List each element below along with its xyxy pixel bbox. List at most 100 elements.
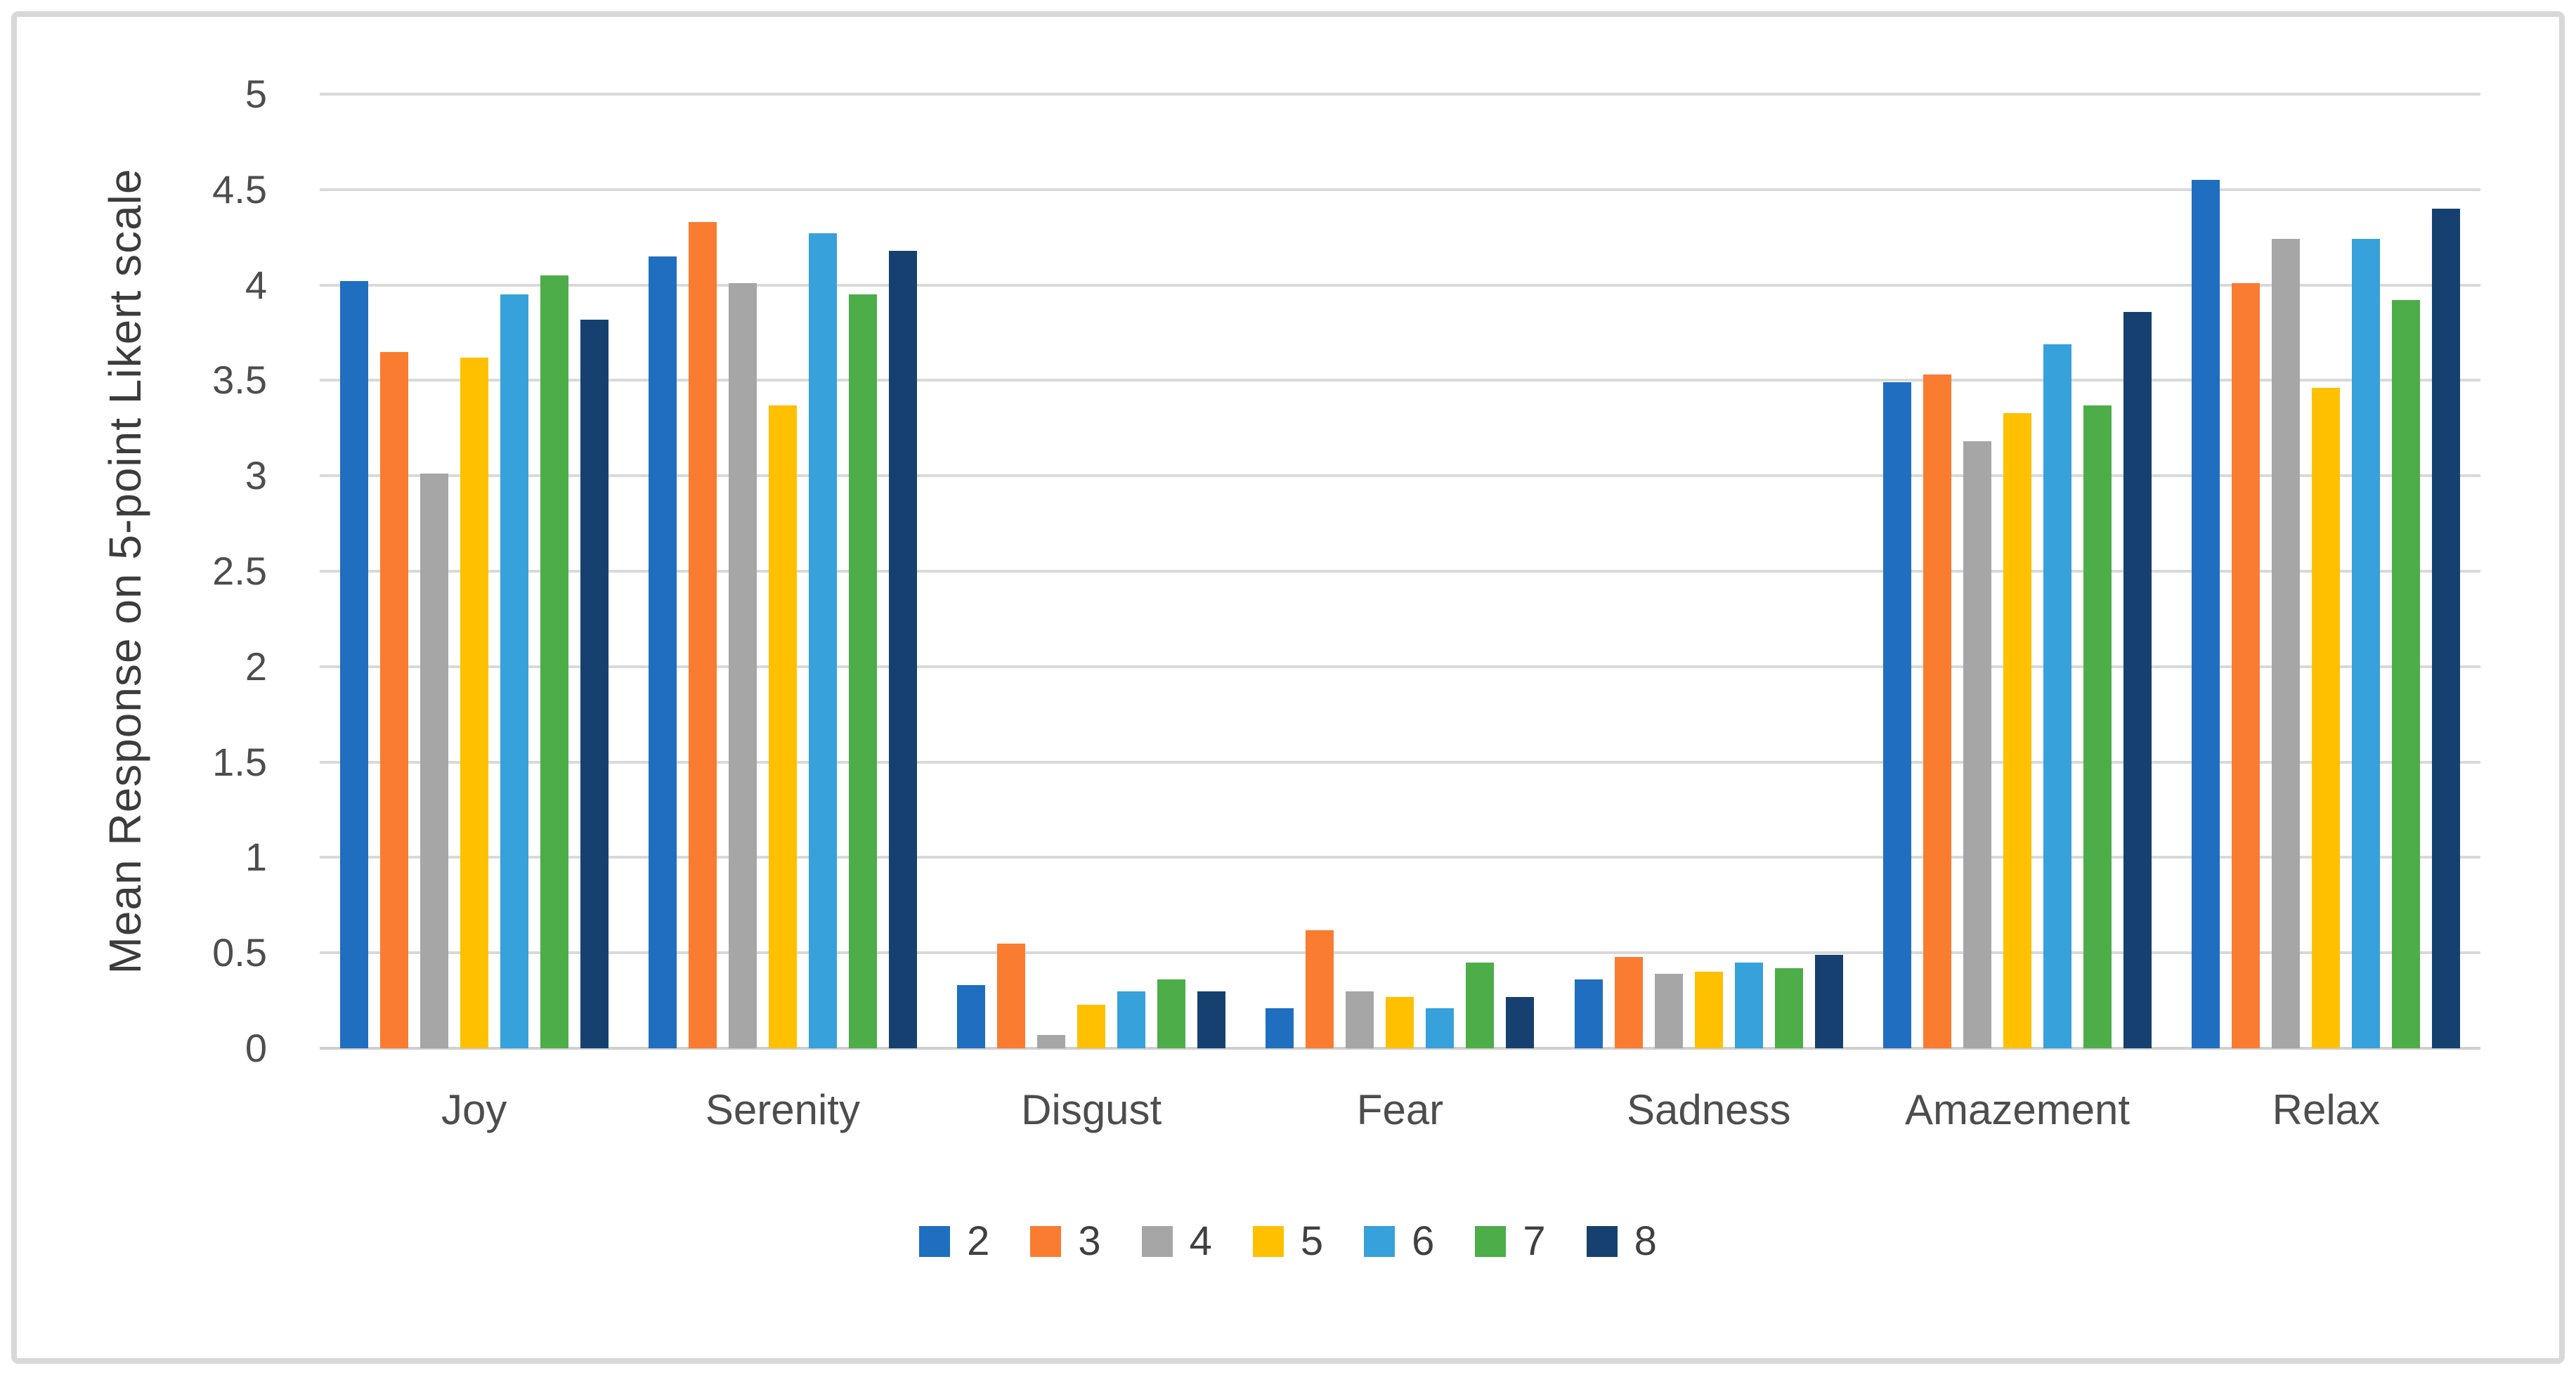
x-axis-label-amazement: Amazement [1904, 1086, 2131, 1133]
bar-serenity-series-8 [888, 250, 917, 1048]
x-axis-label-disgust: Disgust [1021, 1086, 1162, 1133]
bar-group-relax [2172, 94, 2480, 1048]
bar-joy-series-4 [419, 474, 448, 1048]
legend: 2 3 4 5 6 7 8 [0, 1221, 2576, 1262]
bar-fear-series-2 [1266, 1008, 1294, 1048]
bar-serenity-series-2 [648, 256, 677, 1048]
bar-serenity-series-7 [848, 294, 877, 1048]
bar-amazement-series-2 [1883, 382, 1912, 1048]
bar-relax-series-7 [2392, 300, 2421, 1048]
bar-sadness-series-2 [1574, 979, 1603, 1048]
bar-fear-series-6 [1426, 1008, 1455, 1048]
legend-entry-4: 4 [1141, 1218, 1212, 1264]
bar-joy-series-6 [500, 294, 528, 1048]
y-axis-ticks: 0 0.5 1 1.5 2 2.5 3 3.5 4 4.5 5 [0, 74, 299, 1068]
y-tick-label-1: 1 [245, 835, 267, 880]
bar-serenity-series-5 [768, 405, 797, 1048]
bar-group-joy [320, 94, 628, 1048]
bar-disgust-series-2 [957, 985, 986, 1048]
bar-joy-series-5 [460, 357, 488, 1048]
y-tick-label-5: 5 [245, 72, 267, 116]
y-tick-label-1.5: 1.5 [212, 739, 267, 784]
legend-label-4: 4 [1189, 1218, 1212, 1264]
bar-relax-series-2 [2192, 180, 2220, 1048]
bar-disgust-series-6 [1117, 991, 1146, 1048]
x-axis-label-fear: Fear [1356, 1086, 1444, 1133]
y-tick-label-2.5: 2.5 [212, 549, 267, 593]
legend-entry-7: 7 [1475, 1218, 1546, 1264]
bar-sadness-series-7 [1774, 967, 1803, 1048]
bar-group-serenity [628, 94, 937, 1048]
legend-label-7: 7 [1523, 1218, 1546, 1264]
bar-disgust-series-7 [1157, 979, 1186, 1048]
bar-fear-series-3 [1306, 930, 1334, 1048]
gridline-4.5 [320, 188, 2480, 191]
bar-amazement-series-8 [2123, 311, 2152, 1048]
y-tick-label-0.5: 0.5 [212, 930, 267, 975]
bar-relax-series-6 [2352, 239, 2381, 1048]
legend-swatch-icon-6 [1364, 1226, 1396, 1257]
gridline-3 [320, 474, 2480, 478]
gridline-0 [320, 1047, 2480, 1050]
bar-group-amazement [1863, 94, 2171, 1048]
y-tick-label-4.5: 4.5 [212, 167, 267, 211]
bar-joy-series-3 [379, 351, 408, 1048]
x-axis-labels: Joy Serenity Disgust Fear Sadness Amazement Re… [320, 1086, 2480, 1134]
legend-swatch-icon-3 [1030, 1226, 1062, 1257]
bar-groups [320, 94, 2480, 1048]
legend-label-2: 2 [967, 1218, 990, 1264]
legend-entry-2: 2 [919, 1221, 989, 1262]
legend-swatch-icon-2 [919, 1226, 951, 1257]
legend-label-3: 3 [1078, 1218, 1101, 1264]
x-axis-label-sadness: Sadness [1627, 1086, 1791, 1133]
legend-swatch-icon-4 [1141, 1226, 1173, 1257]
bar-serenity-series-6 [808, 233, 837, 1048]
bar-joy-series-2 [339, 281, 368, 1048]
bar-serenity-series-4 [728, 282, 757, 1048]
y-tick-label-3: 3 [245, 453, 267, 498]
bar-relax-series-3 [2232, 282, 2260, 1048]
gridline-1 [320, 856, 2480, 859]
bar-amazement-series-4 [1963, 441, 1992, 1048]
x-axis-label-serenity: Serenity [705, 1086, 860, 1133]
bar-disgust-series-4 [1037, 1035, 1066, 1048]
bar-sadness-series-8 [1814, 954, 1843, 1048]
bar-relax-series-4 [2272, 239, 2301, 1048]
gridline-0.5 [320, 951, 2480, 955]
legend-swatch-icon-5 [1252, 1226, 1284, 1257]
legend-entry-5: 5 [1252, 1218, 1324, 1264]
bar-relax-series-5 [2312, 388, 2341, 1048]
bar-amazement-series-3 [1923, 374, 1952, 1048]
legend-entry-3: 3 [1030, 1218, 1101, 1264]
bar-disgust-series-5 [1077, 1004, 1106, 1048]
x-axis-label-relax: Relax [2272, 1086, 2381, 1133]
legend-entry-8: 8 [1586, 1221, 1657, 1262]
y-tick-label-4: 4 [245, 262, 267, 307]
bar-group-sadness [1554, 94, 1863, 1048]
plot-area [320, 93, 2480, 1050]
gridline-4 [320, 283, 2480, 287]
bar-amazement-series-6 [2043, 344, 2072, 1048]
bar-disgust-series-8 [1197, 991, 1226, 1048]
bar-amazement-series-5 [2003, 412, 2032, 1048]
bar-sadness-series-6 [1734, 962, 1763, 1048]
legend-label-6: 6 [1412, 1218, 1435, 1264]
bar-group-fear [1246, 94, 1554, 1048]
gridline-3.5 [320, 379, 2480, 382]
legend-label-5: 5 [1300, 1218, 1324, 1264]
gridline-2 [320, 665, 2480, 668]
bar-serenity-series-3 [688, 221, 717, 1048]
bar-fear-series-4 [1346, 991, 1374, 1048]
bar-joy-series-8 [580, 319, 609, 1048]
gridline-2.5 [320, 570, 2480, 573]
legend-entry-6: 6 [1364, 1221, 1434, 1262]
y-tick-label-0: 0 [245, 1026, 267, 1070]
bar-group-disgust [937, 94, 1246, 1048]
bar-disgust-series-3 [997, 943, 1026, 1048]
bar-amazement-series-7 [2083, 405, 2112, 1048]
legend-swatch-icon-7 [1475, 1226, 1507, 1257]
legend-swatch-icon-8 [1586, 1226, 1618, 1257]
bar-fear-series-8 [1506, 996, 1535, 1048]
bar-sadness-series-3 [1614, 956, 1643, 1048]
